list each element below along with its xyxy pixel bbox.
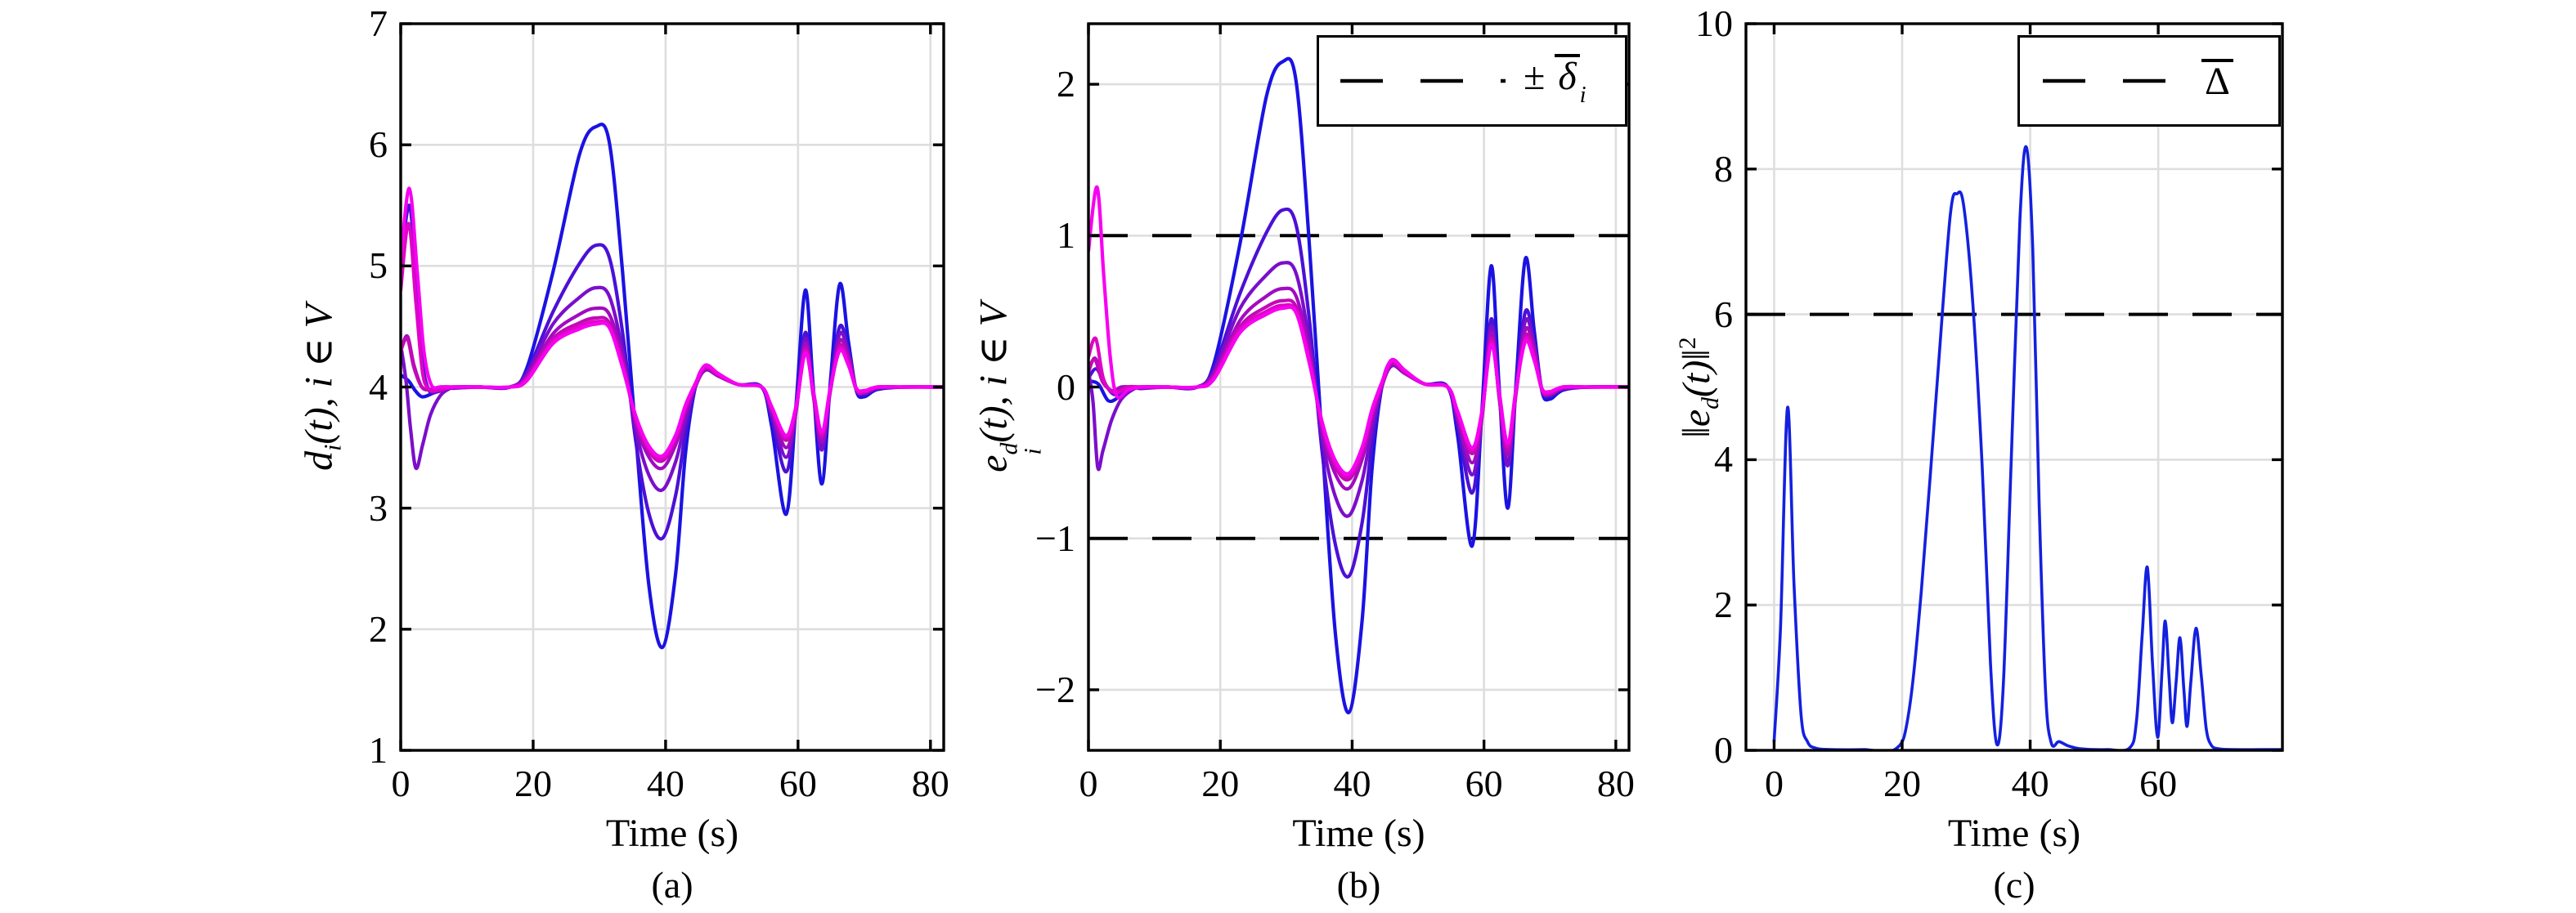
- curve-a-1: [401, 204, 944, 541]
- x-tick-label-a: 20: [514, 763, 552, 804]
- y-tick-label-a: 6: [369, 123, 388, 166]
- x-tick-label-a: 60: [779, 763, 817, 804]
- x-tick-label-c: 20: [1883, 763, 1921, 804]
- y-axis-label-c: ‖ed(t)‖2: [1674, 337, 1725, 437]
- curves-c: [1772, 145, 2282, 750]
- y-tick-label-b: −1: [1035, 517, 1075, 559]
- x-axis-label-a: Time (s): [605, 812, 739, 855]
- legend-dash-icon-b: [1340, 78, 1506, 83]
- x-tick-label-c: 40: [2011, 763, 2049, 804]
- y-tick-label-b: 0: [1057, 365, 1075, 408]
- subplot-caption-b: (b): [1336, 864, 1381, 906]
- x-tick-label-b: 0: [1079, 763, 1098, 804]
- ylabel-a-sub: i: [319, 444, 347, 451]
- x-tick-label-b: 80: [1596, 763, 1635, 804]
- curve-a-2: [401, 285, 944, 493]
- x-tick-label-b: 40: [1333, 763, 1371, 804]
- curves-b: [1088, 56, 1629, 714]
- ylabel-c-mid: (t)‖: [1675, 348, 1719, 397]
- y-tick-label-a: 1: [369, 729, 388, 771]
- curve-b-2: [1088, 261, 1629, 518]
- curve-a-5: [401, 222, 944, 461]
- y-tick-label-b: 1: [1057, 214, 1075, 257]
- y-tick-label-a: 5: [369, 244, 388, 287]
- curves-a: [401, 123, 944, 650]
- y-tick-label-c: 0: [1714, 729, 1733, 771]
- x-tick-label-c: 60: [2139, 763, 2178, 804]
- y-tick-label-c: 10: [1695, 2, 1733, 44]
- ylabel-c-sub: d: [1696, 396, 1724, 410]
- legend-label-c: Δ: [2201, 58, 2233, 104]
- legend-c: Δ: [2017, 35, 2281, 127]
- curve-b-6: [1088, 185, 1629, 476]
- x-tick-label-a: 80: [911, 763, 949, 804]
- legend-dash-icon-c: [2043, 78, 2182, 83]
- y-tick-label-a: 2: [369, 607, 388, 650]
- x-tick-label-c: 0: [1764, 763, 1784, 804]
- ylabel-b-base: e: [972, 454, 1016, 472]
- y-tick-label-c: 6: [1714, 293, 1733, 335]
- x-axis-label-b: Time (s): [1292, 812, 1425, 855]
- y-tick-label-a: 4: [369, 365, 388, 408]
- x-tick-label-b: 20: [1201, 763, 1240, 804]
- curve-c-0: [1772, 145, 2282, 750]
- y-tick-label-c: 8: [1714, 147, 1733, 190]
- subplot-caption-c: (c): [1993, 864, 2035, 906]
- ylabel-c-sup: 2: [1674, 336, 1702, 349]
- subplot-caption-a: (a): [651, 864, 693, 906]
- x-tick-label-b: 60: [1465, 763, 1503, 804]
- ylabel-a-base: d: [297, 450, 341, 471]
- ylabel-c-base: ‖e: [1675, 409, 1719, 438]
- x-tick-label-a: 0: [391, 763, 411, 804]
- y-tick-label-a: 7: [369, 2, 388, 44]
- curve-a-6: [401, 186, 944, 459]
- y-tick-label-b: 2: [1057, 63, 1075, 105]
- y-tick-label-c: 2: [1714, 584, 1733, 626]
- y-tick-label-a: 3: [369, 486, 388, 529]
- x-axis-label-c: Time (s): [1947, 812, 2081, 855]
- x-tick-label-a: 40: [646, 763, 684, 804]
- y-tick-label-c: 4: [1714, 438, 1733, 481]
- y-tick-label-b: −2: [1035, 668, 1075, 710]
